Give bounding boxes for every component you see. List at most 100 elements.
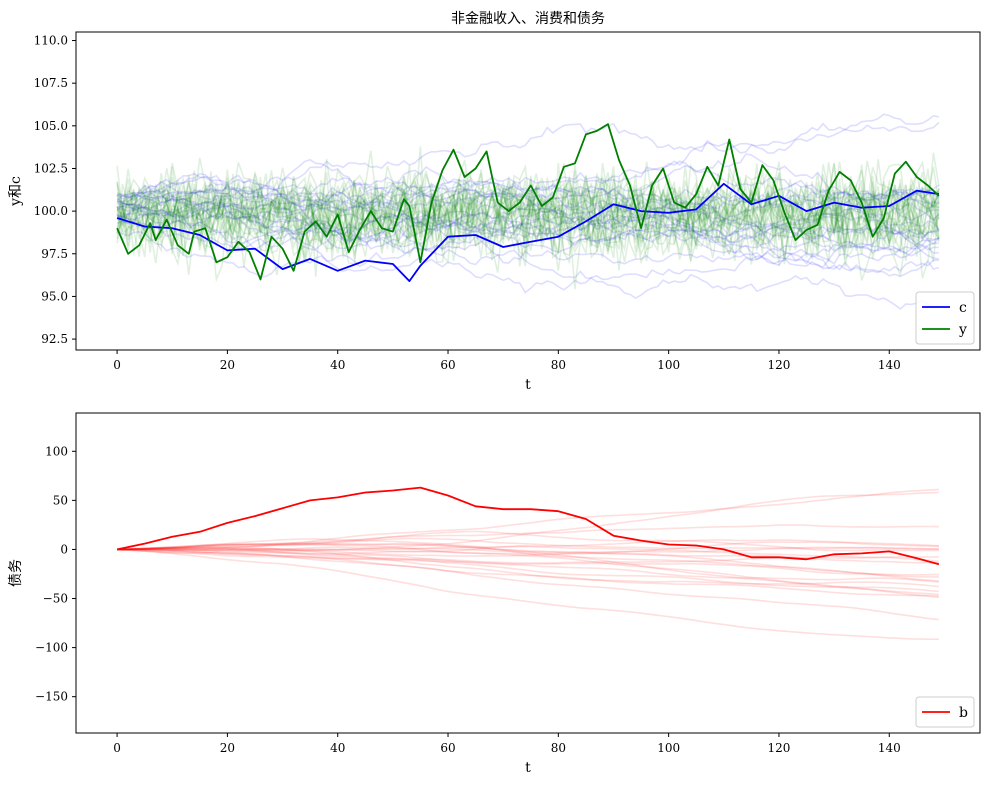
sample-path-c: [116, 203, 940, 248]
sample-path-c: [117, 121, 940, 203]
top-plot: 0 20 40 60 80 100 120 140 92.5 95.0 97.5 100.0 102.…: [8, 11, 981, 393]
sample-path-b: [117, 539, 939, 552]
sample-path-b: [117, 538, 939, 578]
x-tick-label: 40: [330, 358, 345, 372]
x-tick-label: 100: [657, 741, 680, 755]
x-tick-label: 80: [551, 741, 566, 755]
y-tick-label: 100: [45, 444, 68, 458]
x-tick-label: 40: [330, 741, 345, 755]
sample-path-y: [116, 150, 940, 253]
sample-path-c: [117, 202, 939, 274]
sample-path-y: [116, 146, 940, 266]
sample-path-b: [117, 488, 939, 551]
y-axis-label: 债务: [8, 559, 24, 587]
y-tick-label: 110.0: [34, 34, 68, 48]
x-tick-label: 60: [440, 741, 455, 755]
x-tick-label: 60: [440, 358, 455, 372]
sample-path-b: [117, 547, 939, 554]
sample-path-b: [117, 548, 939, 564]
y-tick-label: 0: [60, 542, 68, 556]
sample-path-y: [116, 152, 940, 265]
sample-path-y: [116, 163, 940, 259]
y-tick-label: 50: [53, 493, 68, 507]
sample-path-b: [117, 548, 939, 621]
y-tick-label: 92.5: [41, 332, 68, 346]
x-axis-label: t: [525, 760, 531, 776]
legend-label-b: b: [959, 705, 968, 721]
sample-path-c: [116, 160, 940, 222]
x-tick-label: 0: [113, 358, 121, 372]
y-ticks: 92.5 95.0 97.5 100.0 102.5 105.0 107.5 110.0: [34, 34, 76, 346]
y-tick-label: 100.0: [34, 204, 68, 218]
series-lines: [116, 486, 940, 566]
sample-path-y: [116, 159, 940, 252]
x-axis-label: t: [525, 377, 531, 393]
axes-frame: [75, 412, 981, 734]
sample-path-b: [117, 546, 940, 588]
sample-path-y: [116, 170, 940, 265]
y-tick-label: −150: [35, 690, 68, 704]
sample-path-y: [116, 178, 940, 290]
x-tick-label: 140: [878, 358, 901, 372]
background-paths: [116, 113, 940, 310]
sample-path-b: [117, 530, 939, 552]
x-tick-label: 0: [113, 741, 121, 755]
sample-path-c: [116, 214, 940, 268]
x-ticks: 0 20 40 60 80 100 120 140: [113, 350, 901, 372]
sample-path-b: [117, 524, 939, 551]
y-tick-label: 107.5: [34, 76, 68, 90]
sample-path-b: [117, 547, 939, 599]
y-axis-label: y和c: [8, 176, 24, 207]
sample-path-b: [117, 547, 939, 582]
sample-path-c: [116, 204, 939, 269]
y-tick-label: −50: [43, 592, 68, 606]
sample-path-c: [116, 202, 939, 250]
sample-path-b: [117, 541, 939, 554]
sample-path-c: [117, 113, 940, 210]
y-tick-label: 95.0: [41, 289, 68, 303]
sample-path-y: [116, 162, 940, 271]
sample-path-y: [116, 171, 940, 264]
sample-path-c: [117, 185, 940, 224]
sample-path-c: [116, 188, 940, 225]
sample-path-b: [117, 545, 939, 563]
x-tick-label: 100: [657, 358, 680, 372]
sample-path-b: [117, 491, 939, 552]
sample-path-y: [116, 162, 940, 255]
sample-path-b: [117, 537, 939, 551]
sample-path-c: [116, 182, 939, 310]
legend-box: [915, 291, 975, 345]
sample-path-c: [116, 172, 940, 215]
axes-frame: [75, 31, 981, 351]
legend: cy: [915, 291, 975, 345]
sample-path-y: [116, 167, 940, 263]
y-tick-label: 105.0: [34, 119, 68, 133]
legend-label-y: y: [958, 322, 967, 338]
chart-title: 非金融收入、消费和债务: [451, 11, 605, 27]
series-line-y: [116, 123, 940, 281]
sample-path-c: [116, 195, 940, 254]
sample-path-y: [116, 157, 940, 254]
series-line-c: [116, 182, 940, 283]
y-ticks: −150 −100 −50 0 50 100: [35, 444, 76, 704]
sample-path-y: [116, 177, 940, 262]
x-tick-label: 20: [220, 358, 235, 372]
sample-path-y: [116, 166, 940, 268]
sample-path-c: [116, 197, 939, 237]
sample-path-y: [116, 163, 940, 277]
legend: b: [915, 696, 975, 728]
sample-path-b: [117, 548, 940, 593]
sample-path-c: [116, 200, 939, 254]
x-tick-label: 140: [878, 741, 901, 755]
sample-path-y: [116, 163, 940, 264]
sample-path-b: [117, 542, 939, 596]
sample-path-c: [116, 205, 939, 267]
bottom-plot: 0 20 40 60 80 100 120 140 −150 −100 −50 0 50 100 t 债…: [8, 412, 981, 776]
x-tick-label: 20: [220, 741, 235, 755]
sample-path-y: [116, 181, 940, 266]
y-tick-label: −100: [35, 641, 68, 655]
sample-path-y: [116, 165, 940, 267]
sample-path-b: [117, 548, 939, 641]
x-tick-label: 80: [551, 358, 566, 372]
